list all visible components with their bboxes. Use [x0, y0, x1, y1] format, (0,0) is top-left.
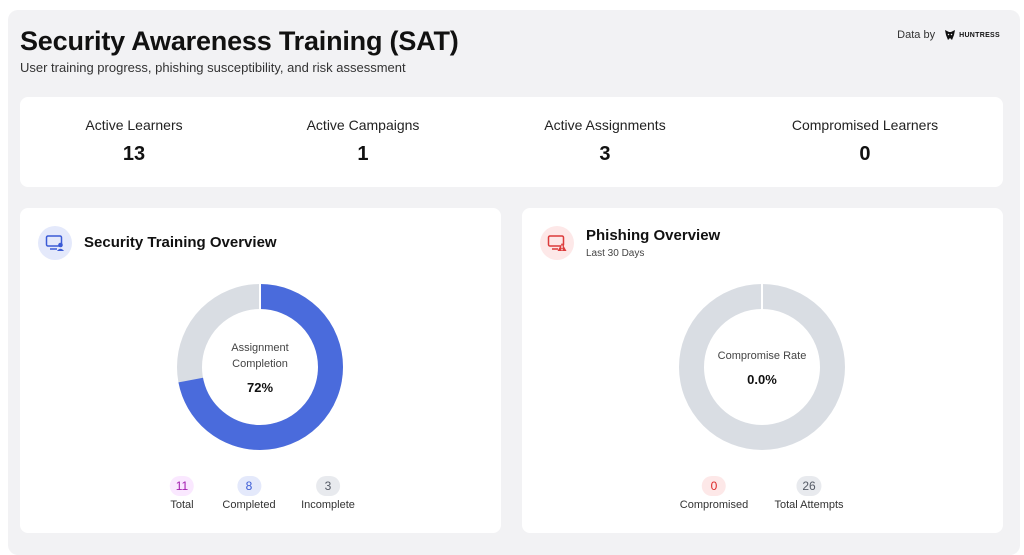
legend-pill: 3 [316, 476, 340, 496]
card-title: Phishing Overview [586, 227, 721, 244]
data-by-label: Data by [897, 29, 936, 41]
legend-pill: 26 [796, 476, 822, 496]
donut-label: Compromise Rate [717, 349, 807, 362]
stat-label: Active Assignments [544, 117, 666, 133]
page-title: Security Awareness Training (SAT) [20, 26, 459, 56]
legend-pill: 11 [169, 476, 195, 496]
monitor-alert-icon [540, 226, 574, 260]
donut-center: Assignment Completion 72% [185, 292, 335, 442]
stat-label: Active Campaigns [306, 117, 420, 133]
stat-active-learners[interactable]: Active Learners 13 [85, 117, 182, 166]
monitor-user-icon [38, 226, 72, 260]
legend-pill: 0 [702, 476, 726, 496]
legend-label: Incomplete [301, 499, 355, 511]
stat-value: 1 [357, 143, 369, 165]
legend-completed[interactable]: 8 Completed [222, 476, 276, 511]
donut-label: Assignment Completion [231, 341, 289, 370]
stat-compromised-learners[interactable]: Compromised Learners 0 [792, 117, 938, 166]
card-subtitle: Last 30 Days [586, 248, 645, 259]
legend-label: Total [170, 499, 194, 511]
huntress-logo[interactable]: HUNTRESS [943, 28, 1000, 42]
legend-total[interactable]: 11 Total [169, 476, 195, 511]
assignment-completion-donut[interactable] [177, 284, 343, 450]
card-title: Security Training Overview [84, 234, 277, 251]
stat-value: 13 [122, 143, 146, 165]
stat-label: Compromised Learners [791, 117, 939, 133]
donut-value: 72% [246, 379, 274, 395]
legend-total-attempts[interactable]: 26 Total Attempts [774, 476, 844, 511]
stat-value: 3 [599, 143, 611, 165]
donut-center: Compromise Rate 0.0% [687, 292, 837, 442]
stat-value: 0 [859, 143, 871, 165]
huntress-wordmark: HUNTRESS [959, 31, 1000, 39]
stat-active-campaigns[interactable]: Active Campaigns 1 [307, 117, 420, 166]
phishing-overview-card: Phishing Overview Last 30 Days Compromis… [522, 208, 1003, 533]
data-attribution: Data by HUNTRESS [897, 28, 1000, 42]
stats-bar: Active Learners 13 Active Campaigns 1 Ac… [20, 97, 1003, 187]
compromise-rate-donut[interactable] [679, 284, 845, 450]
legend-incomplete[interactable]: 3 Incomplete [301, 476, 355, 511]
huntress-badger-icon [945, 30, 956, 40]
stat-label: Active Learners [85, 117, 183, 133]
legend-label: Total Attempts [774, 499, 844, 511]
security-training-card: Security Training Overview Assignment Co… [20, 208, 501, 533]
donut-value: 0.0% [747, 371, 777, 387]
legend-compromised[interactable]: 0 Compromised [680, 476, 748, 511]
dashboard-panel: Security Awareness Training (SAT) User t… [8, 10, 1020, 555]
legend-label: Compromised [679, 499, 749, 511]
stat-active-assignments[interactable]: Active Assignments 3 [544, 117, 665, 166]
page-subtitle: User training progress, phishing suscept… [20, 60, 406, 75]
legend-label: Completed [222, 499, 276, 511]
legend-pill: 8 [236, 476, 261, 496]
